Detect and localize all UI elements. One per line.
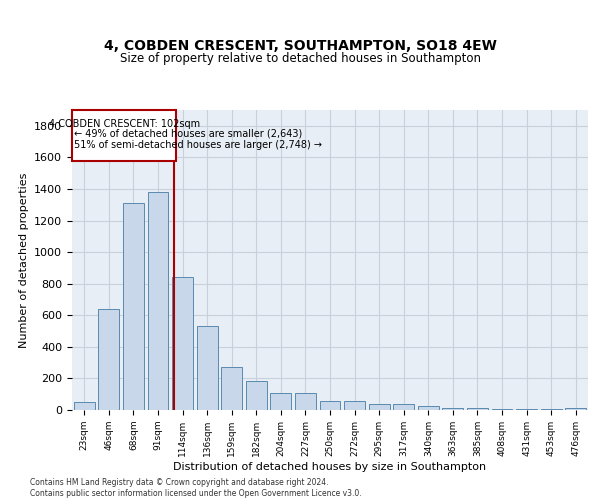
Bar — [74, 402, 95, 410]
Bar — [123, 203, 144, 410]
Bar — [98, 309, 119, 410]
Text: 51% of semi-detached houses are larger (2,748) →: 51% of semi-detached houses are larger (… — [74, 140, 322, 150]
Y-axis label: Number of detached properties: Number of detached properties — [19, 172, 29, 348]
Bar — [295, 394, 316, 410]
Bar — [197, 326, 218, 410]
Bar — [172, 276, 193, 410]
Bar — [491, 409, 512, 410]
Bar — [393, 404, 414, 410]
Bar — [246, 381, 267, 410]
Bar — [221, 368, 242, 410]
Bar — [442, 408, 463, 410]
Bar — [516, 409, 537, 410]
Bar — [271, 394, 292, 410]
Bar — [368, 404, 389, 410]
Text: Contains HM Land Registry data © Crown copyright and database right 2024.
Contai: Contains HM Land Registry data © Crown c… — [30, 478, 362, 498]
Bar — [320, 400, 340, 410]
Bar — [418, 406, 439, 410]
FancyBboxPatch shape — [72, 110, 176, 160]
Text: 4 COBDEN CRESCENT: 102sqm: 4 COBDEN CRESCENT: 102sqm — [49, 118, 200, 128]
Text: ← 49% of detached houses are smaller (2,643): ← 49% of detached houses are smaller (2,… — [74, 129, 302, 139]
Bar — [541, 409, 562, 410]
Text: 4, COBDEN CRESCENT, SOUTHAMPTON, SO18 4EW: 4, COBDEN CRESCENT, SOUTHAMPTON, SO18 4E… — [104, 38, 496, 52]
Bar — [148, 192, 169, 410]
Bar — [344, 400, 365, 410]
Text: Size of property relative to detached houses in Southampton: Size of property relative to detached ho… — [119, 52, 481, 65]
X-axis label: Distribution of detached houses by size in Southampton: Distribution of detached houses by size … — [173, 462, 487, 471]
Bar — [467, 408, 488, 410]
Bar — [565, 408, 586, 410]
